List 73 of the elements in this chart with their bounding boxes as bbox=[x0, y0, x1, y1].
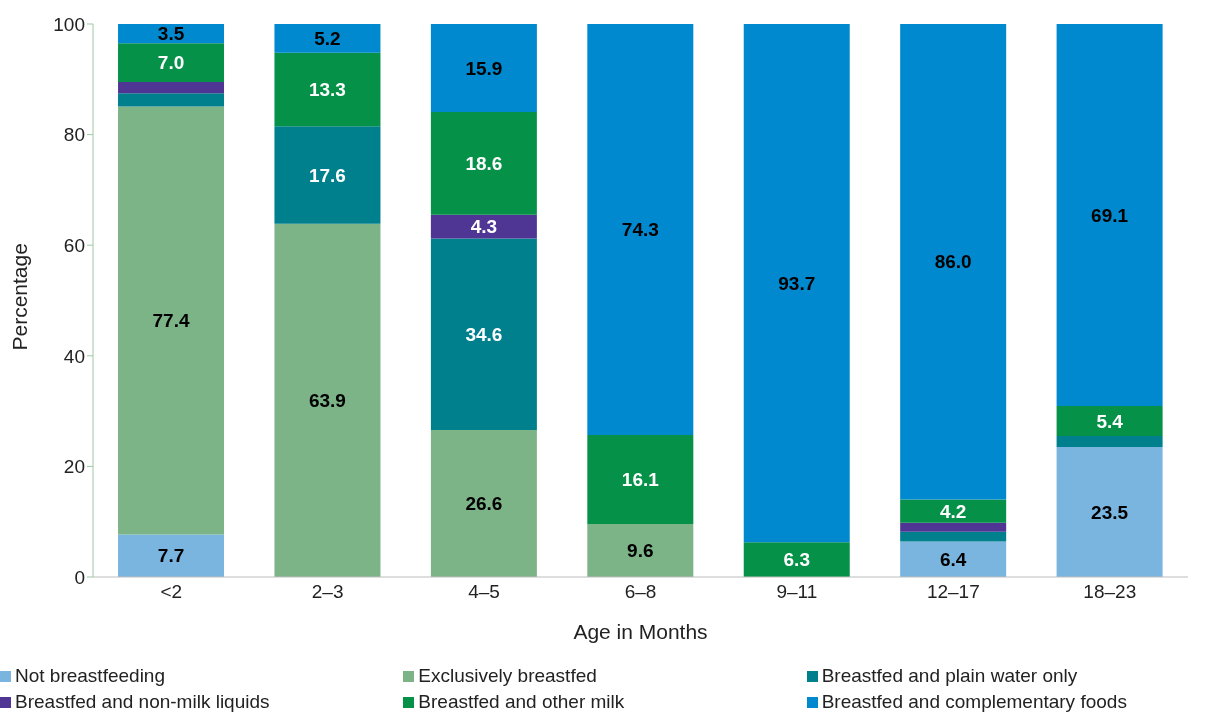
data-label: 93.7 bbox=[778, 272, 816, 294]
data-label: 6.4 bbox=[939, 548, 967, 570]
data-label: 63.9 bbox=[308, 389, 346, 411]
x-tick-label: <2 bbox=[160, 581, 183, 603]
y-tick-label: 20 bbox=[63, 456, 85, 478]
bar bbox=[587, 523, 694, 577]
x-tick-label: 9–11 bbox=[776, 581, 818, 603]
data-label: 4.2 bbox=[939, 500, 967, 522]
data-label: 17.6 bbox=[308, 164, 346, 186]
data-label: 9.6 bbox=[627, 540, 654, 562]
data-label: 15.9 bbox=[465, 57, 503, 79]
bar bbox=[1056, 406, 1163, 436]
data-label: 74.3 bbox=[621, 219, 659, 241]
bar bbox=[900, 522, 1007, 532]
bar bbox=[430, 429, 537, 577]
legend-label: Not breastfeeding bbox=[15, 665, 165, 687]
bar bbox=[1056, 447, 1163, 577]
data-label: 7.0 bbox=[157, 52, 185, 74]
bar bbox=[118, 82, 225, 94]
bar bbox=[587, 434, 694, 524]
bar bbox=[274, 223, 381, 577]
x-tick-label: 6–8 bbox=[624, 581, 657, 603]
bar bbox=[430, 111, 537, 215]
y-tick-label: 80 bbox=[63, 124, 85, 146]
bar bbox=[274, 24, 381, 53]
data-label: 4.3 bbox=[470, 216, 498, 238]
legend-label: Breastfed and plain water only bbox=[821, 665, 1078, 687]
bar bbox=[430, 238, 537, 430]
bar bbox=[118, 534, 225, 577]
bar bbox=[1056, 435, 1163, 448]
bar bbox=[900, 499, 1007, 523]
bar bbox=[118, 93, 225, 107]
bar bbox=[118, 106, 225, 535]
legend-label: Exclusively breastfed bbox=[418, 665, 597, 687]
bar bbox=[900, 531, 1007, 542]
data-label: 34.6 bbox=[465, 323, 503, 345]
x-tick-label: 12–17 bbox=[926, 581, 980, 603]
legend-label: Breastfed and non-milk liquids bbox=[15, 691, 270, 713]
legend-label: Breastfed and other milk bbox=[418, 691, 625, 713]
data-label: 6.3 bbox=[783, 549, 810, 571]
x-axis-title: Age in Months bbox=[573, 620, 708, 643]
x-tick-label: 18–23 bbox=[1083, 581, 1137, 603]
bar bbox=[743, 542, 850, 577]
data-label: 7.7 bbox=[157, 545, 185, 567]
bar bbox=[1056, 24, 1163, 407]
legend-label: Breastfed and complementary foods bbox=[821, 691, 1127, 713]
y-tick-label: 100 bbox=[53, 13, 85, 35]
y-tick-label: 40 bbox=[63, 345, 85, 367]
data-label: 69.1 bbox=[1091, 204, 1129, 226]
data-label: 18.6 bbox=[465, 153, 503, 175]
data-label: 13.3 bbox=[308, 79, 346, 101]
data-label: 23.5 bbox=[1091, 501, 1129, 523]
data-label: 26.6 bbox=[465, 493, 503, 515]
bar bbox=[118, 43, 225, 83]
data-label: 16.1 bbox=[621, 469, 660, 491]
y-tick-label: 0 bbox=[74, 566, 85, 588]
bar bbox=[587, 24, 694, 435]
y-tick-label: 60 bbox=[63, 234, 85, 256]
x-tick-label: 2–3 bbox=[311, 581, 344, 603]
x-tick-label: 4–5 bbox=[468, 581, 500, 603]
bar bbox=[274, 126, 381, 224]
bar bbox=[743, 24, 850, 543]
data-label: 5.4 bbox=[1096, 410, 1124, 432]
y-axis-title: Percentage bbox=[8, 243, 32, 351]
data-label: 86.0 bbox=[934, 251, 972, 273]
data-label: 3.5 bbox=[157, 23, 185, 45]
bar bbox=[274, 52, 381, 127]
data-label: 5.2 bbox=[314, 28, 341, 50]
bar bbox=[900, 24, 1007, 500]
data-label: 77.4 bbox=[152, 310, 190, 332]
bar bbox=[900, 541, 1007, 577]
bar bbox=[430, 24, 537, 112]
bar bbox=[430, 214, 537, 239]
